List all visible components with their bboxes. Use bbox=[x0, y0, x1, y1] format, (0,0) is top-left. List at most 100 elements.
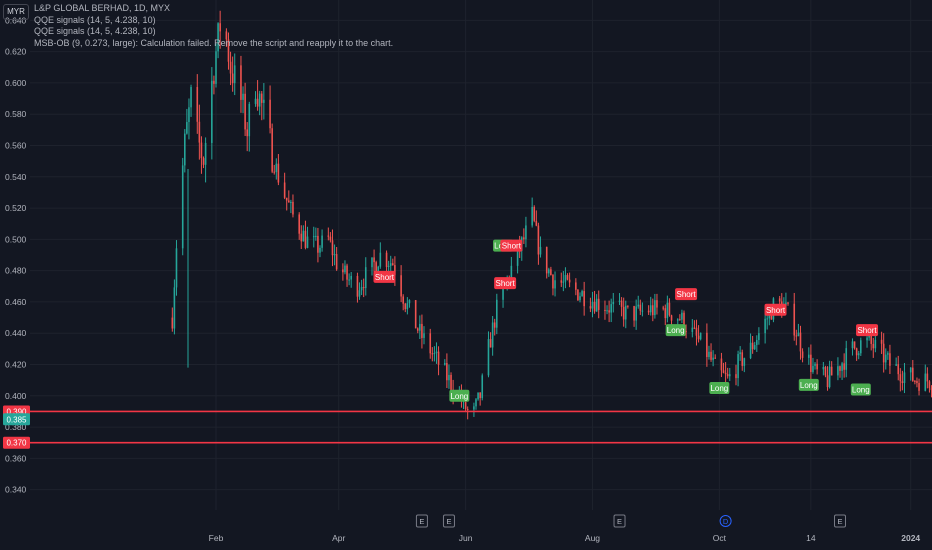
candle-body bbox=[196, 87, 199, 122]
candle-body bbox=[714, 357, 716, 359]
candle-body bbox=[400, 275, 402, 297]
y-tick-label: 0.420 bbox=[5, 360, 27, 370]
candle-body bbox=[930, 388, 932, 391]
candle-body bbox=[712, 357, 714, 360]
y-tick-label: 0.520 bbox=[5, 203, 27, 213]
candle-body bbox=[188, 107, 190, 123]
signal-text: Long bbox=[800, 381, 818, 390]
candle-body bbox=[487, 339, 490, 376]
candle-body bbox=[857, 353, 860, 356]
candle-body bbox=[200, 142, 203, 159]
price-label-text: 0.370 bbox=[6, 439, 27, 448]
earnings-marker[interactable]: E bbox=[415, 514, 428, 528]
event-letter: E bbox=[617, 517, 622, 526]
candle-body bbox=[211, 80, 213, 143]
candle-body bbox=[618, 300, 621, 302]
candle-body bbox=[814, 363, 816, 366]
candle-body bbox=[377, 266, 380, 272]
candle-body bbox=[371, 257, 373, 268]
candle-body bbox=[306, 236, 309, 248]
candle-body bbox=[213, 80, 215, 84]
candle-body bbox=[889, 353, 891, 366]
candle-body bbox=[826, 375, 829, 388]
candle-body bbox=[589, 306, 592, 309]
candle-body bbox=[379, 252, 382, 267]
candle-body bbox=[579, 296, 581, 301]
candle-body bbox=[329, 236, 332, 241]
short-signal: Short bbox=[675, 288, 698, 301]
earnings-box bbox=[442, 514, 455, 528]
candle-body bbox=[581, 291, 583, 297]
candle-body bbox=[233, 65, 236, 84]
candle-body bbox=[635, 306, 637, 321]
candle-body bbox=[855, 348, 858, 356]
long-signal: Long bbox=[665, 324, 686, 337]
indicator-2[interactable]: QQE signals (14, 5, 4.238, 10) bbox=[34, 26, 156, 36]
signal-box bbox=[798, 378, 819, 391]
long-signal: Long bbox=[850, 383, 871, 396]
candle-body bbox=[446, 363, 448, 381]
candle-body bbox=[394, 265, 396, 276]
x-tick-label: Oct bbox=[713, 533, 727, 543]
candle-body bbox=[545, 246, 548, 274]
y-tick-label: 0.500 bbox=[5, 234, 27, 244]
candle-body bbox=[880, 339, 883, 344]
indicator-1[interactable]: QQE signals (14, 5, 4.238, 10) bbox=[34, 14, 156, 25]
candle-body bbox=[444, 363, 446, 365]
candle-body bbox=[333, 254, 336, 256]
candle-body bbox=[429, 333, 432, 354]
candle-body bbox=[810, 354, 812, 373]
candle-body bbox=[741, 352, 744, 366]
candle-body bbox=[641, 310, 644, 312]
y-tick-label: 0.640 bbox=[5, 15, 27, 25]
candle-body bbox=[448, 374, 450, 381]
candle-body bbox=[575, 282, 577, 290]
indicator-3[interactable]: MSB-OB (9, 0.273, large): Calculation fa… bbox=[34, 37, 394, 48]
candle-body bbox=[564, 275, 567, 282]
candle-body bbox=[758, 333, 760, 340]
candle-body bbox=[841, 363, 843, 371]
event-letter: E bbox=[446, 517, 451, 526]
candle-body bbox=[481, 375, 484, 399]
candle-body bbox=[290, 201, 292, 203]
earnings-marker[interactable]: E bbox=[442, 514, 455, 528]
event-markers[interactable]: EEEDEEDE bbox=[415, 514, 932, 528]
y-tick-label: 0.620 bbox=[5, 47, 27, 57]
candle-body bbox=[346, 265, 348, 280]
dividend-marker[interactable]: D bbox=[719, 515, 732, 527]
candle-body bbox=[271, 128, 273, 172]
y-tick-label: 0.480 bbox=[5, 266, 27, 276]
candle-body bbox=[548, 269, 550, 274]
candle-body bbox=[254, 98, 257, 104]
signal-text: Short bbox=[857, 326, 877, 335]
earnings-marker[interactable]: E bbox=[613, 514, 626, 528]
earnings-marker[interactable]: E bbox=[834, 514, 846, 528]
candle-body bbox=[668, 302, 671, 316]
candle-body bbox=[263, 99, 265, 103]
candle-body bbox=[670, 315, 673, 321]
signal-box bbox=[709, 381, 730, 394]
horizontal-lines[interactable] bbox=[30, 410, 932, 444]
candle-body bbox=[860, 340, 862, 354]
candle-body bbox=[408, 300, 411, 304]
candle-body bbox=[493, 322, 496, 328]
candle-body bbox=[785, 302, 787, 306]
chart-legend: L&P GLOBAL BERHAD, 1D, MYX QQE signals (… bbox=[34, 3, 393, 49]
candle-body bbox=[560, 280, 563, 283]
currency-badge[interactable]: MYR bbox=[3, 4, 29, 20]
candle-body bbox=[764, 318, 766, 334]
x-tick-label: Jun bbox=[459, 533, 473, 543]
earnings-box bbox=[415, 514, 428, 528]
candle-body bbox=[824, 366, 827, 376]
event-letter: D bbox=[723, 517, 729, 526]
candle-body bbox=[787, 302, 789, 304]
event-letter: E bbox=[837, 517, 842, 526]
candle-body bbox=[348, 279, 350, 281]
candle-body bbox=[364, 267, 367, 289]
signal-text: Short bbox=[496, 279, 516, 288]
candle-body bbox=[423, 333, 425, 338]
candle-body bbox=[743, 358, 746, 366]
candle-body bbox=[884, 354, 887, 363]
candle-body bbox=[845, 348, 848, 370]
